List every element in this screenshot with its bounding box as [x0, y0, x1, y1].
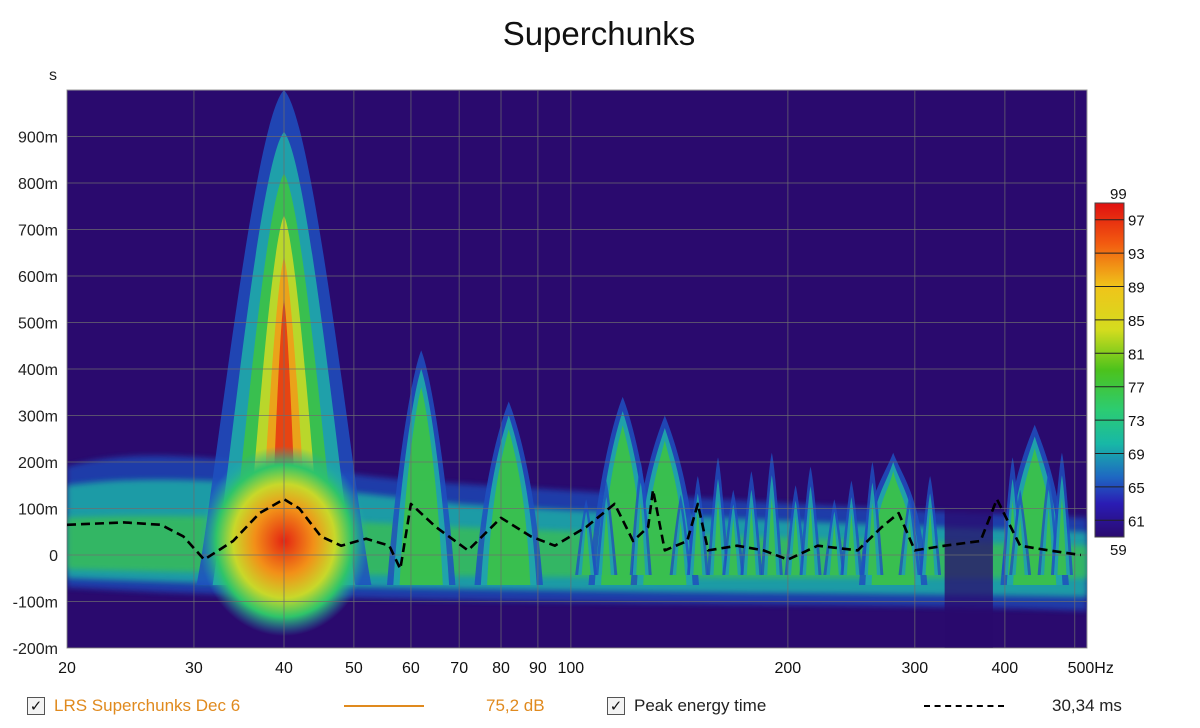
colorbar-tick-label: 61 [1128, 513, 1145, 530]
x-tick-label: 500Hz [1068, 660, 1114, 677]
x-tick-label: 100 [558, 660, 585, 677]
heat-spike-11 [829, 523, 839, 575]
heat-spike-2 [636, 502, 646, 575]
x-tick-label: 300 [901, 660, 928, 677]
colorbar-tick-label: 59 [1110, 542, 1127, 559]
legend-label-peak-energy: Peak energy time [634, 696, 767, 715]
colorbar-tick-label: 77 [1128, 380, 1145, 397]
y-tick-label: -100m [13, 595, 58, 612]
y-tick-label: 600m [18, 269, 58, 286]
heat-spike-15 [925, 510, 935, 575]
heat-spike-13 [867, 502, 877, 575]
heat-gap [944, 508, 993, 648]
heat-spike-12 [846, 513, 856, 575]
y-tick-label: 200m [18, 455, 58, 472]
heat-spike-4 [693, 510, 703, 575]
heat-spike-1 [601, 513, 611, 575]
heat-spike-9 [791, 515, 801, 575]
legend-value-peak-energy: 30,34 ms [1052, 696, 1122, 715]
series-layer [67, 488, 1082, 571]
x-tick-label: 400 [992, 660, 1019, 677]
heat-spike-0 [581, 523, 591, 575]
heat-spike-5 [713, 500, 723, 575]
heat-spike-6 [728, 518, 738, 575]
heat-spike-10 [806, 505, 816, 575]
colorbar-tick-label: 97 [1128, 213, 1145, 230]
legend-value-measurement: 75,2 dB [486, 696, 545, 715]
heat-peak-2 [487, 429, 531, 585]
heat-spike-14 [905, 521, 915, 575]
colorbar-tick-label: 73 [1128, 413, 1145, 430]
legend-item-measurement[interactable]: ✓ LRS Superchunks Dec 6 [27, 693, 240, 719]
series-line-peak-energy-time [67, 488, 1082, 571]
y-tick-label: 0 [49, 548, 58, 565]
legend-item-peak-energy[interactable]: ✓ Peak energy time [607, 693, 766, 719]
y-tick-label: 300m [18, 409, 58, 426]
x-tick-label: 30 [185, 660, 203, 677]
y-tick-label: 100m [18, 502, 58, 519]
x-tick-label: 50 [345, 660, 363, 677]
colorbar-tick-label: 99 [1110, 186, 1127, 203]
y-tick-label: -200m [13, 641, 58, 658]
colorbar-tick-label: 89 [1128, 280, 1145, 297]
colorbar-tick-label: 81 [1128, 346, 1145, 363]
colorbar-gradient [1094, 202, 1125, 538]
heat-spike-19 [1057, 497, 1067, 575]
y-tick-label: 800m [18, 176, 58, 193]
grid [67, 90, 1087, 648]
x-tick-label: 90 [529, 660, 547, 677]
heat-spike-8 [767, 497, 777, 575]
heat-spike-3 [676, 521, 686, 575]
x-tick-label: 70 [450, 660, 468, 677]
heat-spike-17 [1015, 518, 1025, 575]
y-axis-label: s [49, 67, 57, 84]
heat-spike-18 [1044, 508, 1054, 575]
colorbar-tick-label: 65 [1128, 480, 1145, 497]
y-tick-label: 400m [18, 362, 58, 379]
x-tick-label: 200 [775, 660, 802, 677]
y-tick-label: 500m [18, 316, 58, 333]
x-tick-label: 20 [58, 660, 76, 677]
chart-title: Superchunks [503, 15, 696, 52]
legend-swatch-measurement [344, 693, 424, 719]
y-axis: 900m 800m 700m 600m 500m 400m 300m 200m 100m 0 -10… [13, 130, 58, 659]
legend-label-measurement: LRS Superchunks Dec 6 [54, 696, 241, 715]
x-tick-label: 60 [402, 660, 420, 677]
y-tick-label: 900m [18, 130, 58, 147]
colorbar-tick-label: 85 [1128, 313, 1145, 330]
x-tick-label: 80 [492, 660, 510, 677]
y-tick-label: 700m [18, 223, 58, 240]
heat-spike-7 [746, 508, 756, 575]
x-tick-label: 40 [275, 660, 293, 677]
colorbar-tick-label: 69 [1128, 447, 1145, 464]
legend-swatch-peak-energy [924, 693, 1004, 719]
legend-checkbox-measurement[interactable]: ✓ [27, 697, 45, 715]
legend-checkbox-peak-energy[interactable]: ✓ [607, 697, 625, 715]
colorbar-tick-label: 93 [1128, 246, 1145, 263]
heat-peak-1 [399, 387, 443, 585]
x-axis: 20 30 40 50 60 70 80 90 100 200 300 400 500Hz [58, 660, 1114, 677]
